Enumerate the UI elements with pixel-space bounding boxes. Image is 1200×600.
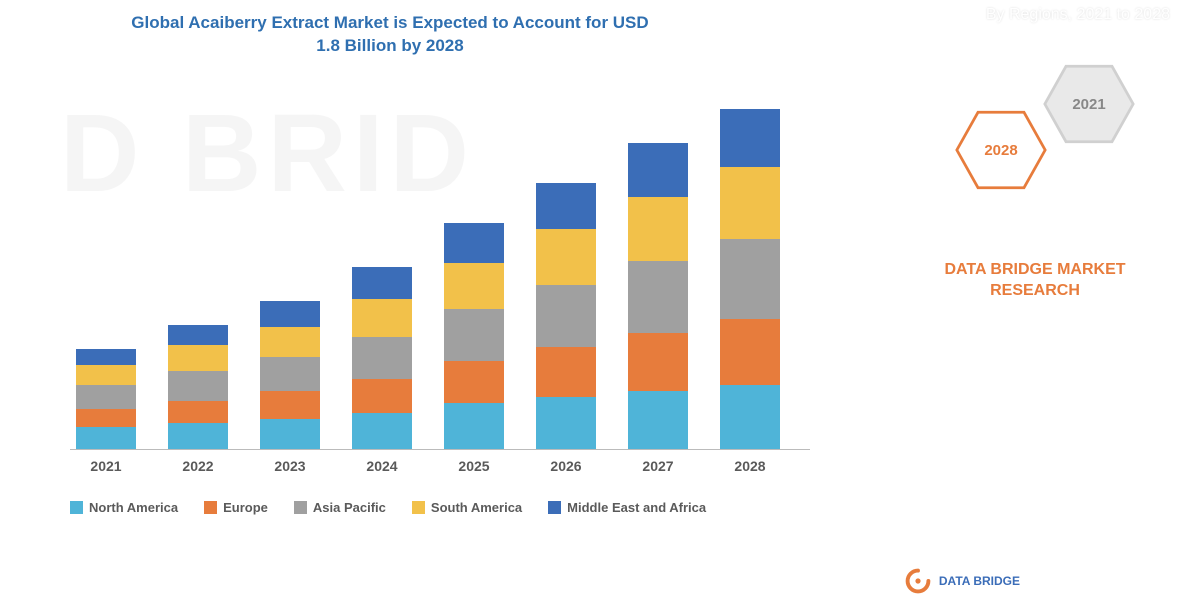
chart-plot-area <box>70 90 810 450</box>
bar-column <box>628 143 688 449</box>
right-panel-title-line: By Regions, 2021 to 2028 <box>986 6 1170 23</box>
hex-2021: 2021 <box>1043 64 1135 144</box>
legend-swatch <box>204 501 217 514</box>
bar-segment <box>628 261 688 333</box>
brand-line1: DATA BRIDGE MARKET <box>944 261 1125 278</box>
legend-item: North America <box>70 500 178 515</box>
bar-segment <box>260 391 320 419</box>
bar-segment <box>628 143 688 197</box>
legend-swatch <box>70 501 83 514</box>
footer-logo-text-top: DATA BRIDGE <box>939 575 1020 587</box>
footer-logo: DATA BRIDGE <box>905 568 1020 594</box>
chart-legend: North America Europe Asia Pacific South Ame… <box>70 500 830 515</box>
legend-label: Asia Pacific <box>313 500 386 515</box>
legend-swatch <box>412 501 425 514</box>
legend-label: Middle East and Africa <box>567 500 706 515</box>
bar-column <box>260 301 320 449</box>
bar-segment <box>536 229 596 285</box>
bar-segment <box>352 337 412 379</box>
bar-column <box>168 325 228 449</box>
stacked-bar-chart: 2021 2022 2023 2024 2025 2026 2027 2028 <box>70 90 810 480</box>
bar-segment <box>168 371 228 401</box>
x-axis-label: 2027 <box>628 458 688 474</box>
x-axis-label: 2025 <box>444 458 504 474</box>
x-axis-label: 2026 <box>536 458 596 474</box>
bar-segment <box>76 409 136 427</box>
footer-logo-text: DATA BRIDGE <box>939 575 1020 587</box>
chart-title-line1: Global Acaiberry Extract Market is Expec… <box>131 13 648 32</box>
bar-segment <box>260 357 320 391</box>
bar-segment <box>720 385 780 449</box>
bar-segment <box>720 319 780 385</box>
legend-label: South America <box>431 500 522 515</box>
legend-item: Middle East and Africa <box>548 500 706 515</box>
bar-segment <box>352 299 412 337</box>
hex-badges: 2028 2021 <box>955 60 1145 230</box>
bar-segment <box>168 345 228 371</box>
legend-item: Europe <box>204 500 268 515</box>
bar-segment <box>76 349 136 365</box>
bar-segment <box>444 403 504 449</box>
bar-segment <box>352 413 412 449</box>
hex-2021-label: 2021 <box>1072 96 1105 113</box>
chart-title: Global Acaiberry Extract Market is Expec… <box>70 12 710 58</box>
footer-logo-mark <box>905 568 931 594</box>
bar-segment <box>352 267 412 299</box>
bar-segment <box>444 263 504 309</box>
x-axis-label: 2022 <box>168 458 228 474</box>
bar-segment <box>536 397 596 449</box>
hex-2028: 2028 <box>955 110 1047 190</box>
bar-segment <box>168 325 228 345</box>
brand-line2: RESEARCH <box>990 282 1080 299</box>
legend-item: South America <box>412 500 522 515</box>
bar-segment <box>536 285 596 347</box>
bar-segment <box>628 333 688 391</box>
bar-segment <box>444 223 504 263</box>
bar-segment <box>444 309 504 361</box>
bar-segment <box>444 361 504 403</box>
bar-segment <box>720 239 780 319</box>
x-axis-label: 2024 <box>352 458 412 474</box>
bar-segment <box>260 419 320 449</box>
x-axis-label: 2021 <box>76 458 136 474</box>
legend-label: North America <box>89 500 178 515</box>
bar-segment <box>168 401 228 423</box>
bar-segment <box>168 423 228 449</box>
legend-label: Europe <box>223 500 268 515</box>
hex-2028-label: 2028 <box>984 142 1017 159</box>
bar-segment <box>536 347 596 397</box>
bar-column <box>536 183 596 449</box>
right-panel-title: By Regions, 2021 to 2028 <box>986 4 1170 26</box>
bar-segment <box>260 301 320 327</box>
bar-column <box>720 109 780 449</box>
bar-segment <box>720 167 780 239</box>
legend-swatch <box>294 501 307 514</box>
bar-segment <box>76 385 136 409</box>
x-axis-label: 2023 <box>260 458 320 474</box>
bar-segment <box>352 379 412 413</box>
bar-column <box>76 349 136 449</box>
bar-column <box>444 223 504 449</box>
x-axis-label: 2028 <box>720 458 780 474</box>
bar-segment <box>720 109 780 167</box>
legend-item: Asia Pacific <box>294 500 386 515</box>
legend-swatch <box>548 501 561 514</box>
bar-segment <box>260 327 320 357</box>
bar-column <box>352 267 412 449</box>
bar-segment <box>628 197 688 261</box>
chart-title-line2: 1.8 Billion by 2028 <box>316 36 463 55</box>
bar-segment <box>76 365 136 385</box>
bar-segment <box>76 427 136 449</box>
bar-segment <box>536 183 596 229</box>
bar-segment <box>628 391 688 449</box>
brand-label: DATA BRIDGE MARKET RESEARCH <box>920 260 1150 302</box>
